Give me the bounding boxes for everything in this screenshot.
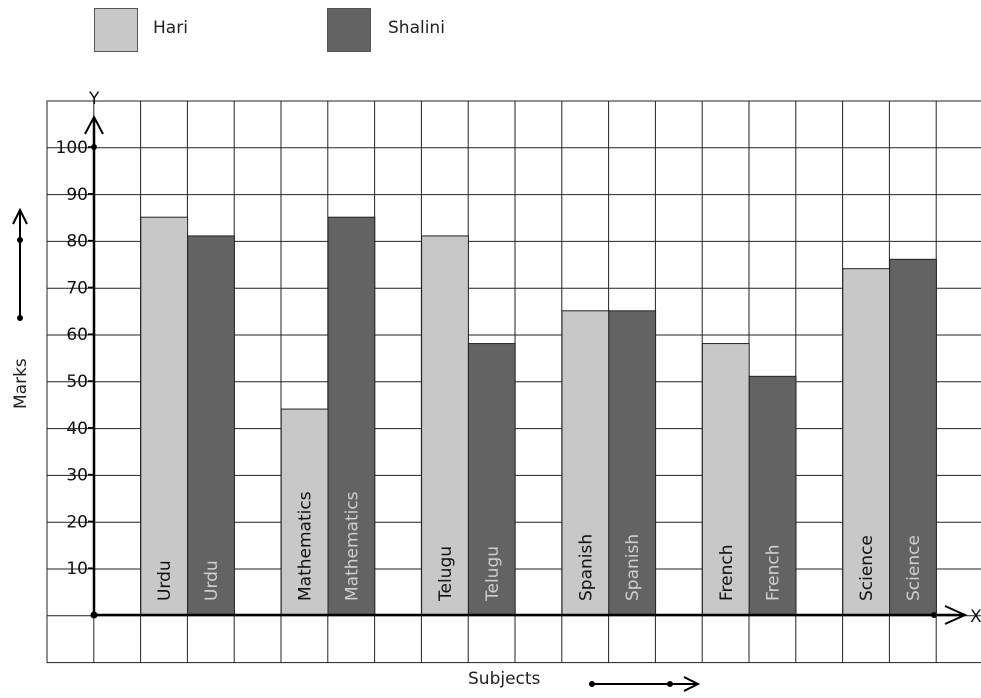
bar-label-shalini-urdu: Urdu	[202, 560, 222, 601]
y-direction-arrow-mid-dot	[17, 237, 23, 243]
y-tick-label: 100	[56, 138, 88, 158]
y-tick-label: 70	[66, 278, 88, 298]
x-direction-arrow-tail-dot	[589, 681, 595, 687]
bar-shalini-science	[889, 258, 937, 616]
y-direction-arrow-tail-dot	[17, 315, 23, 321]
y-tick-label: 80	[66, 232, 88, 252]
bar-shalini-french	[748, 375, 797, 616]
y-tick-label: 10	[66, 559, 88, 579]
bar-label-hari-spanish: Spanish	[576, 534, 596, 601]
bar-label-hari-urdu: Urdu	[155, 560, 175, 601]
legend-swatch-hari	[94, 8, 138, 52]
y-tick-label: 20	[66, 512, 88, 532]
bar-hari-spanish	[561, 310, 610, 616]
bar-label-hari-mathematics: Mathematics	[296, 491, 316, 601]
x-direction-arrow-head	[683, 676, 701, 692]
legend-label-shalini: Shalini	[388, 18, 445, 38]
y-axis-arrowhead	[84, 114, 104, 135]
y-tick-label: 50	[66, 372, 88, 392]
bar-label-hari-french: French	[717, 544, 737, 601]
y-axis-letter: Y	[88, 89, 100, 109]
bar-shalini-mathematics	[327, 216, 376, 616]
bar-shalini-telugu	[467, 343, 516, 616]
bar-hari-urdu	[140, 216, 189, 616]
bar-label-shalini-spanish: Spanish	[623, 534, 643, 601]
x-axis-arrowhead	[944, 605, 968, 625]
legend-label-hari: Hari	[153, 18, 188, 38]
bar-label-shalini-french: French	[764, 544, 784, 601]
bar-hari-french	[701, 343, 750, 616]
legend-swatch-shalini	[327, 8, 371, 52]
bar-label-hari-telugu: Telugu	[436, 546, 456, 602]
bar-label-hari-science: Science	[857, 535, 877, 601]
y-tick-label: 30	[66, 466, 88, 486]
x-axis-letter: X	[970, 607, 981, 627]
y-direction-arrow-head	[12, 207, 28, 225]
bar-label-shalini-mathematics: Mathematics	[342, 491, 362, 601]
y-tick-label: 90	[66, 185, 88, 205]
origin-dot	[90, 611, 98, 619]
bar-label-shalini-telugu: Telugu	[483, 546, 503, 602]
x-axis-title: Subjects	[468, 669, 541, 689]
x-direction-arrow-mid-dot	[667, 681, 673, 687]
y-tick-label: 40	[66, 419, 88, 439]
bar-shalini-urdu	[187, 235, 235, 616]
x-axis-end-dot	[931, 612, 937, 618]
bar-shalini-spanish	[608, 310, 657, 616]
bar-label-shalini-science: Science	[904, 535, 924, 601]
y-tick-label: 60	[66, 325, 88, 345]
bar-hari-telugu	[421, 235, 469, 616]
bar-hari-mathematics	[280, 408, 329, 616]
